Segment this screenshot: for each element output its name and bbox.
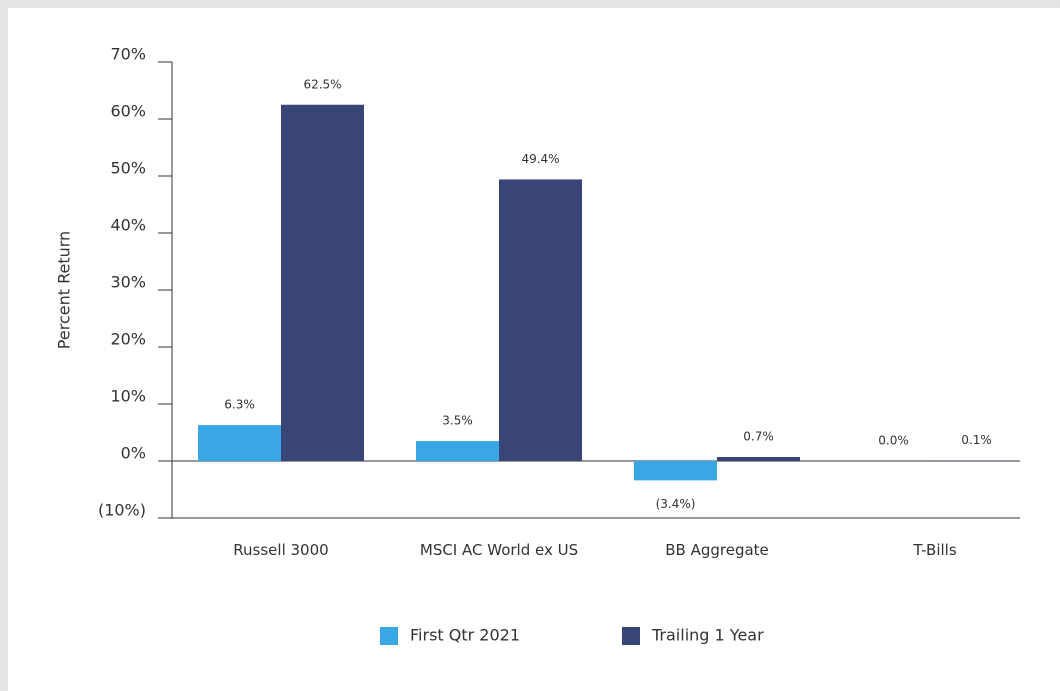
value-label: (3.4%) — [656, 497, 696, 511]
x-tick-label: T-Bills — [913, 541, 957, 559]
y-tick-label: 70% — [110, 45, 146, 64]
bar — [634, 461, 717, 481]
legend-swatch — [622, 627, 640, 645]
x-tick-label: BB Aggregate — [665, 541, 769, 559]
y-tick-label: (10%) — [98, 501, 146, 520]
bar — [717, 457, 800, 461]
legend-label: First Qtr 2021 — [410, 626, 520, 645]
value-label: 6.3% — [224, 398, 255, 412]
value-label: 62.5% — [303, 77, 341, 91]
value-label: 0.0% — [878, 434, 909, 448]
y-tick-label: 30% — [110, 273, 146, 292]
y-tick-label: 60% — [110, 102, 146, 121]
value-label: 3.5% — [442, 414, 473, 428]
value-label: 0.7% — [743, 430, 774, 444]
x-tick-label: Russell 3000 — [233, 541, 329, 559]
value-label: 0.1% — [961, 433, 992, 447]
y-tick-label: 0% — [121, 444, 146, 463]
y-tick-label: 50% — [110, 159, 146, 178]
bar — [935, 460, 1018, 461]
bar — [281, 104, 364, 461]
x-tick-label: MSCI AC World ex US — [419, 541, 579, 559]
bar — [198, 425, 281, 461]
bar — [499, 179, 582, 462]
legend-swatch — [380, 627, 398, 645]
bar — [416, 441, 499, 461]
y-axis-title: Percent Return — [55, 231, 74, 349]
legend-label: Trailing 1 Year — [651, 626, 764, 645]
y-tick-label: 40% — [110, 216, 146, 235]
value-label: 49.4% — [521, 152, 559, 166]
y-tick-label: 20% — [110, 330, 146, 349]
y-tick-label: 10% — [110, 387, 146, 406]
